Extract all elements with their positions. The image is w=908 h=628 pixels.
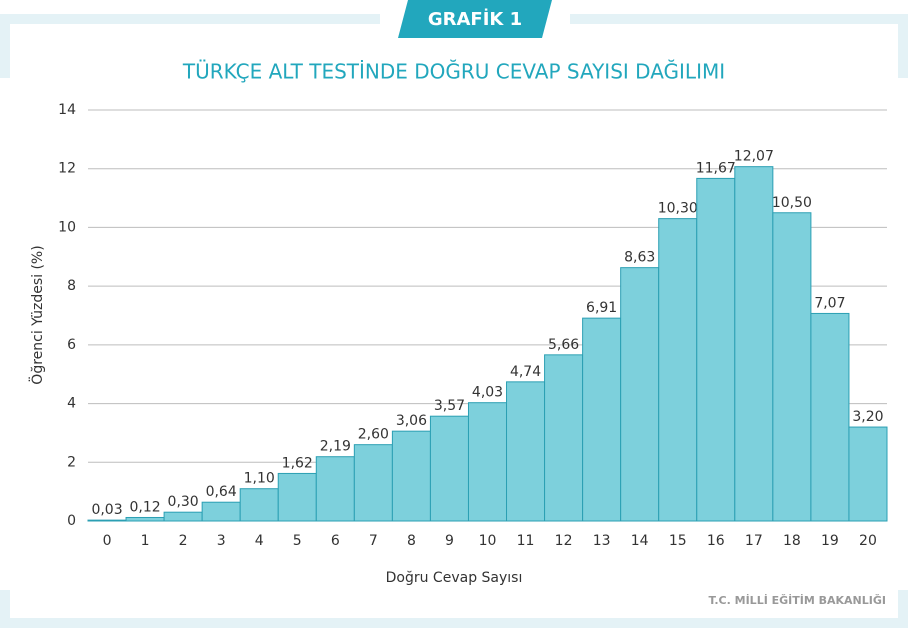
x-tick-label: 10 <box>479 533 497 549</box>
bar <box>391 430 431 522</box>
bar <box>506 381 546 522</box>
y-tick-label: 8 <box>67 278 76 294</box>
x-tick-label: 0 <box>103 533 112 549</box>
value-label: 12,07 <box>734 149 774 165</box>
value-label: 4,74 <box>510 364 541 380</box>
x-tick-label: 4 <box>255 533 264 549</box>
x-tick-label: 6 <box>331 533 340 549</box>
bar <box>696 177 736 522</box>
value-label: 2,60 <box>358 427 389 443</box>
badge: GRAFİK 1 <box>428 8 522 30</box>
bar <box>810 312 850 522</box>
x-axis-label: Doğru Cevap Sayısı <box>386 570 523 586</box>
bar <box>87 519 127 522</box>
x-tick-label: 8 <box>407 533 416 549</box>
value-label: 3,06 <box>396 413 427 429</box>
x-tick-label: 9 <box>445 533 454 549</box>
bar <box>582 317 622 522</box>
x-tick-label: 18 <box>783 533 801 549</box>
x-tick-label: 19 <box>821 533 839 549</box>
value-label: 7,07 <box>814 295 845 311</box>
y-axis-label: Öğrenci Yüzdesi (%) <box>28 245 46 384</box>
value-label: 5,66 <box>548 337 579 353</box>
y-tick-label: 12 <box>58 161 76 177</box>
frame-bottom <box>0 618 908 628</box>
chart-title: TÜRKÇE ALT TESTİNDE DOĞRU CEVAP SAYISI D… <box>182 60 725 84</box>
value-label: 10,50 <box>772 195 812 211</box>
x-tick-label: 7 <box>369 533 378 549</box>
x-tick-label: 1 <box>141 533 150 549</box>
y-tick-label: 2 <box>67 454 76 470</box>
bar <box>277 472 317 522</box>
value-label: 1,62 <box>282 455 313 471</box>
bar <box>467 402 508 522</box>
x-tick-label: 3 <box>217 533 226 549</box>
y-tick-label: 6 <box>67 337 76 353</box>
value-label: 0,30 <box>168 494 199 510</box>
x-tick-label: 17 <box>745 533 763 549</box>
y-tick-label: 10 <box>58 219 76 235</box>
x-tick-label: 15 <box>669 533 687 549</box>
x-tick-label: 12 <box>555 533 573 549</box>
value-label: 8,63 <box>624 250 655 266</box>
bar <box>315 456 355 522</box>
y-tick-label: 14 <box>58 102 76 118</box>
frame-left-bottom <box>0 590 10 628</box>
value-label: 3,57 <box>434 398 465 414</box>
x-tick-label: 20 <box>859 533 877 549</box>
frame-right-top <box>898 14 908 78</box>
x-tick-label: 2 <box>179 533 188 549</box>
bar <box>163 511 203 522</box>
value-label: 0,03 <box>91 502 122 518</box>
value-label: 4,03 <box>472 385 503 401</box>
value-label: 6,91 <box>586 300 617 316</box>
x-tick-label: 14 <box>631 533 649 549</box>
value-label: 1,10 <box>244 471 275 487</box>
x-tick-label: 16 <box>707 533 725 549</box>
value-label: 10,30 <box>658 201 698 217</box>
x-tick-label: 5 <box>293 533 302 549</box>
bar <box>734 166 774 522</box>
bar <box>772 212 812 522</box>
x-tick-label: 11 <box>517 533 535 549</box>
bar <box>125 516 165 522</box>
bar <box>658 218 698 522</box>
bar <box>848 426 888 522</box>
bar <box>544 354 584 522</box>
y-tick-label: 4 <box>67 396 76 412</box>
bar <box>429 415 469 522</box>
value-label: 11,67 <box>696 160 736 176</box>
bar <box>201 501 241 522</box>
value-label: 0,64 <box>206 484 237 500</box>
bar <box>239 488 279 522</box>
x-tick-label: 13 <box>593 533 611 549</box>
bar <box>353 444 393 522</box>
footer: T.C. MİLLİ EĞİTİM BAKANLIĞI <box>709 593 886 607</box>
badge-bg <box>398 0 552 38</box>
value-label: 3,20 <box>852 409 883 425</box>
frame-left-top <box>0 14 10 78</box>
frame-right-bottom <box>898 590 908 628</box>
y-tick-label: 0 <box>67 513 76 529</box>
value-label: 2,19 <box>320 439 351 455</box>
value-label: 0,12 <box>129 499 160 515</box>
bar <box>620 267 660 522</box>
